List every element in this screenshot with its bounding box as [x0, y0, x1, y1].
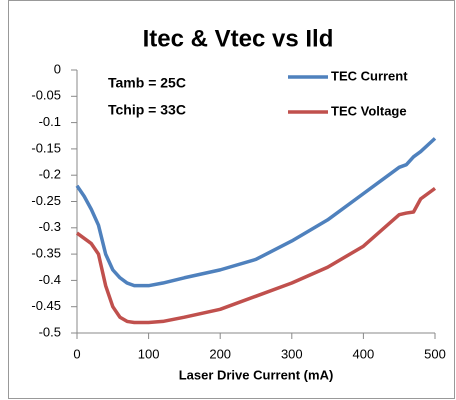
y-tick-label: -0.45 — [31, 298, 61, 313]
series-line — [75, 186, 437, 325]
y-tick-label: -0.2 — [39, 167, 61, 182]
x-tick-label: 500 — [424, 346, 446, 361]
y-tick-label: -0.05 — [31, 88, 61, 103]
y-tick-label: 0 — [54, 61, 61, 76]
x-tick-label: 300 — [281, 346, 303, 361]
y-tick-label: -0.35 — [31, 246, 61, 261]
legend-label: TEC Current — [331, 68, 408, 83]
x-tick-label: 0 — [73, 346, 80, 361]
x-tick-label: 100 — [138, 346, 160, 361]
y-tick-label: -0.3 — [39, 219, 61, 234]
annotation: Tamb = 25C — [108, 75, 186, 91]
y-tick-label: -0.1 — [39, 114, 61, 129]
x-tick-label: 400 — [353, 346, 375, 361]
series-line — [75, 137, 437, 288]
y-tick-label: -0.15 — [31, 140, 61, 155]
y-tick-label: -0.25 — [31, 193, 61, 208]
chart-title: Itec & Vtec vs Ild — [143, 25, 334, 52]
y-tick-label: -0.4 — [39, 272, 61, 287]
legend-label: TEC Voltage — [331, 103, 407, 118]
x-tick-label: 200 — [209, 346, 231, 361]
annotation: Tchip = 33C — [108, 102, 186, 118]
chart-frame — [8, 0, 455, 399]
x-axis-label: Laser Drive Current (mA) — [179, 367, 334, 382]
y-tick-label: -0.5 — [39, 324, 61, 339]
